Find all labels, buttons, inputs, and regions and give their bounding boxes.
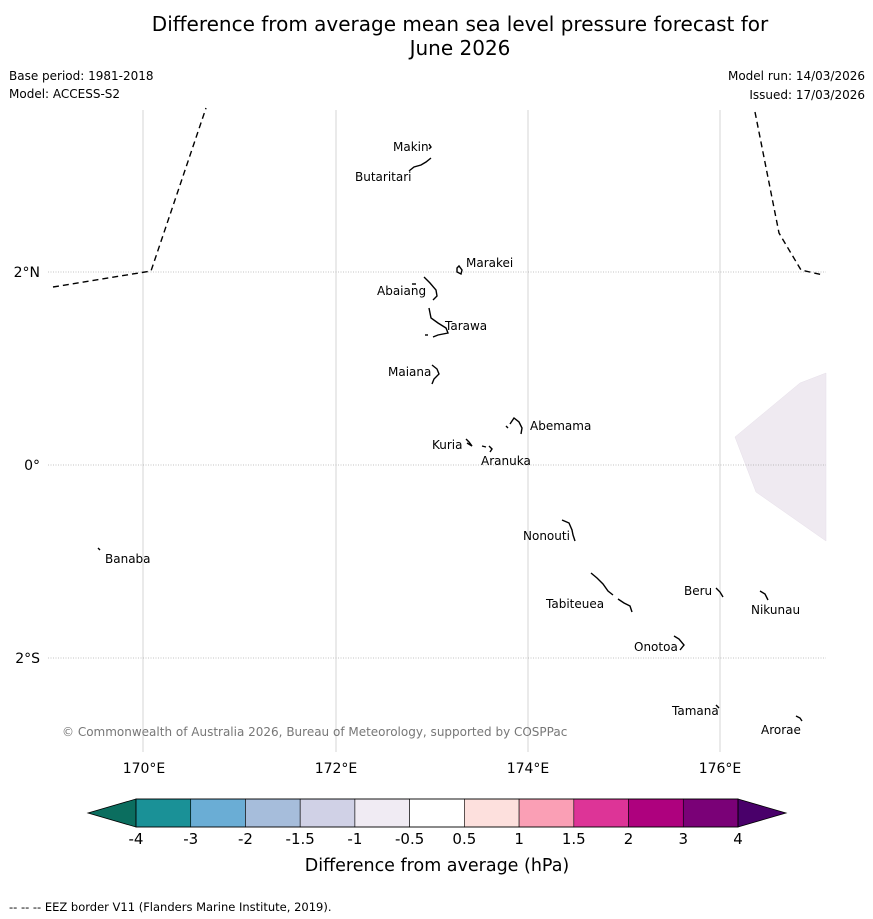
longitude-labels: 170°E 172°E 174°E 176°E [123, 761, 742, 777]
lon-label-176e: 176°E [699, 761, 742, 777]
island-arorae [795, 715, 803, 722]
label-aranuka: Aranuka [481, 454, 531, 468]
label-tamana: Tamana [671, 704, 719, 718]
colorbar-frame [135, 798, 739, 828]
island-tamana [715, 704, 720, 709]
island-beru [715, 587, 724, 598]
label-nikunau: Nikunau [751, 603, 800, 617]
copyright-notice: © Commonwealth of Australia 2026, Bureau… [62, 725, 567, 739]
island-banaba [97, 547, 101, 551]
colorbar-tick-label: -0.5 [395, 830, 424, 848]
colorbar-tick-label: 4 [733, 830, 743, 848]
island-nonouti [561, 519, 576, 542]
colorbar-tick-label: 1.5 [562, 830, 586, 848]
label-banaba: Banaba [105, 552, 151, 566]
colorbar-tick-label: -4 [129, 830, 144, 848]
eez-footnote: -- -- -- EEZ border V11 (Flanders Marine… [9, 900, 332, 914]
colorbar-cell [190, 798, 246, 828]
island-kuria [465, 438, 473, 447]
lat-label-2s: 2°S [15, 651, 40, 667]
island-butaritari [408, 157, 432, 172]
island-abaiang [423, 276, 438, 301]
eez-border-west [52, 107, 207, 288]
title-line-1: Difference from average mean sea level p… [151, 12, 769, 36]
island-onotoa [673, 635, 685, 651]
island-marakei [456, 264, 463, 276]
label-maiana: Maiana [388, 365, 431, 379]
colorbar-cell [354, 798, 410, 828]
label-tarawa: Tarawa [444, 319, 487, 333]
colorbar-tick-label: 1 [514, 830, 524, 848]
colorbar-cell [409, 798, 465, 828]
colorbar-cell [135, 798, 192, 828]
label-onotoa: Onotoa [634, 640, 678, 654]
label-marakei: Marakei [466, 256, 513, 270]
label-abaiang: Abaiang [377, 284, 426, 298]
model-name: Model: ACCESS-S2 [9, 87, 121, 101]
eez-border-east [754, 111, 824, 276]
island-abemama-islet [505, 425, 509, 429]
title-line-2: June 2026 [409, 36, 511, 60]
colorbar-cell [573, 798, 629, 828]
latitude-gridlines [48, 271, 826, 659]
colorbar-cell [518, 798, 575, 828]
colorbar-cell [464, 798, 520, 828]
lat-label-2n: 2°N [14, 265, 40, 281]
label-butaritari: Butaritari [355, 170, 412, 184]
colorbar-tick-label: 3 [678, 830, 688, 848]
island-outlines [97, 143, 803, 722]
label-beru: Beru [684, 584, 712, 598]
colorbar-tick-label: -1 [347, 830, 362, 848]
map-title: Difference from average mean sea level p… [0, 12, 873, 60]
island-tabiteuea [590, 572, 633, 613]
lon-label-172e: 172°E [315, 761, 358, 777]
colorbar-cell [299, 798, 356, 828]
island-makin [428, 143, 432, 150]
colorbar-tick-label: 2 [624, 830, 634, 848]
label-tabiteuea: Tabiteuea [545, 597, 604, 611]
base-period: Base period: 1981-2018 [9, 69, 154, 83]
model-run: Model run: 14/03/2026 [727, 69, 865, 83]
anomaly-region [734, 372, 827, 542]
lon-label-170e: 170°E [123, 761, 166, 777]
colorbar-cell [245, 798, 301, 828]
label-nonouti: Nonouti [523, 529, 570, 543]
island-aranuka [481, 445, 493, 453]
island-maiana [431, 364, 440, 385]
label-arorae: Arorae [761, 723, 801, 737]
issued-date: Issued: 17/03/2026 [749, 88, 865, 102]
longitude-gridlines [142, 110, 721, 752]
label-makin: Makin [393, 140, 429, 154]
colorbar-cell [628, 798, 684, 828]
island-tarawa [428, 307, 449, 338]
island-abemama [509, 416, 523, 435]
colorbar-cell [682, 798, 739, 828]
eez-borders [52, 107, 824, 288]
colorbar: -4 -3 -2 -1.5 -1 -0.5 0.5 1 1.5 2 3 4 Difference fr… [86, 798, 788, 876]
island-labels: Makin Butaritari Marakei Abaiang Tarawa … [105, 140, 801, 737]
latitude-labels: 2°N 0° 2°S [14, 265, 41, 667]
island-nikunau [759, 590, 769, 601]
colorbar-label: Difference from average (hPa) [305, 856, 570, 876]
map-panel: Makin Butaritari Marakei Abaiang Tarawa … [14, 107, 827, 777]
colorbar-tick-label: -3 [183, 830, 198, 848]
colorbar-tick-label: -2 [238, 830, 253, 848]
label-kuria: Kuria [432, 438, 463, 452]
lat-label-0: 0° [24, 458, 40, 474]
colorbar-tick-label: -1.5 [286, 830, 315, 848]
colorbar-extend-low [86, 798, 137, 828]
colorbar-tick-label: 0.5 [452, 830, 476, 848]
lon-label-174e: 174°E [507, 761, 550, 777]
colorbar-extend-high [737, 798, 788, 828]
label-abemama: Abemama [530, 419, 591, 433]
